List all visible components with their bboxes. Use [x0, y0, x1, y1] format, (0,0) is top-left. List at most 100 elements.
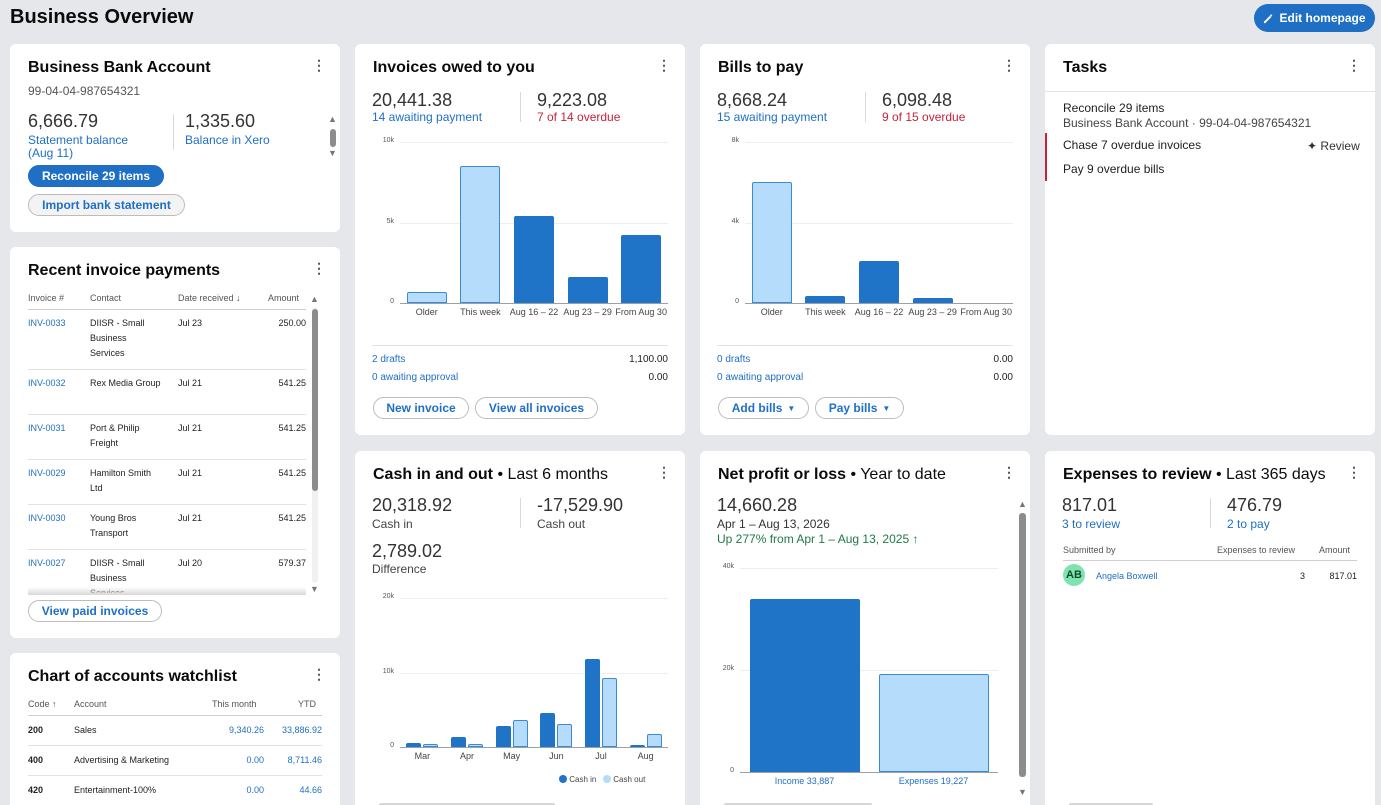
col-account[interactable]: Account [74, 699, 107, 709]
table-row[interactable]: INV-0029 Hamilton Smith Ltd Jul 21 541.25 [28, 460, 306, 505]
edit-homepage-button[interactable]: Edit homepage [1254, 4, 1375, 32]
table-row[interactable]: 400 Advertising & Marketing 0.00 8,711.46 [28, 746, 322, 776]
invoice-number-link[interactable]: INV-0030 [28, 513, 66, 523]
col-amount[interactable]: Amount [268, 293, 300, 303]
bar-cash-in[interactable] [629, 745, 645, 747]
table-row[interactable]: INV-0032 Rex Media Group Jul 21 541.25 [28, 370, 306, 415]
xero-balance-link[interactable]: Balance in Xero [185, 133, 270, 147]
task-pay-bills[interactable]: Pay 9 overdue bills [1063, 162, 1165, 176]
more-options-icon[interactable]: ⋮ [1002, 57, 1016, 73]
more-options-icon[interactable]: ⋮ [312, 57, 326, 73]
table-row[interactable]: 420 Entertainment-100% 0.00 44.66 [28, 776, 322, 805]
bar-cash-in[interactable] [406, 742, 422, 747]
profit-scrollbar[interactable] [1019, 513, 1026, 777]
bar[interactable] [514, 216, 554, 303]
bills-awaiting-link[interactable]: 15 awaiting payment [717, 110, 828, 124]
view-all-invoices-button[interactable]: View all invoices [475, 397, 598, 419]
table-row[interactable]: INV-0033 DIISR - Small Business Services J… [28, 310, 306, 370]
import-statement-button[interactable]: Import bank statement [28, 194, 185, 216]
more-options-icon[interactable]: ⋮ [1347, 57, 1361, 73]
ytd-link[interactable]: 33,886.92 [281, 725, 322, 735]
x-axis-link[interactable]: Expenses 19,227 [898, 776, 969, 786]
this-month-link[interactable]: 9,340.26 [228, 725, 264, 735]
x-axis-link[interactable]: Income 33,887 [774, 776, 835, 786]
bar[interactable] [878, 673, 989, 772]
expenses-review-link[interactable]: 3 to review [1062, 517, 1121, 531]
col-this-month[interactable]: This month [212, 699, 257, 709]
col-code[interactable]: Code ↑ [28, 699, 57, 709]
task-reconcile[interactable]: Reconcile 29 items [1063, 101, 1165, 115]
bar-cash-in[interactable] [451, 737, 466, 747]
col-date-received[interactable]: Date received ↓ [178, 293, 241, 303]
bar[interactable] [621, 235, 662, 303]
more-options-icon[interactable]: ⋮ [657, 464, 671, 480]
invoice-number-link[interactable]: INV-0032 [28, 378, 66, 388]
statement-balance-link[interactable]: Statement balance [28, 133, 129, 147]
more-options-icon[interactable]: ⋮ [1347, 464, 1361, 480]
scroll-up-icon[interactable]: ▲ [1018, 499, 1027, 509]
more-options-icon[interactable]: ⋮ [1002, 464, 1016, 480]
cash-title[interactable]: Cash in and out • Last 6 months [373, 466, 608, 483]
invoice-number-link[interactable]: INV-0027 [28, 558, 66, 568]
invoices-drafts-link[interactable]: 2 drafts [372, 354, 406, 365]
invoices-awaiting-link[interactable]: 14 awaiting payment [372, 110, 483, 124]
scroll-down-icon[interactable]: ▼ [310, 584, 319, 594]
bar-cash-out[interactable] [557, 723, 573, 747]
invoices-approval-link[interactable]: 0 awaiting approval [372, 372, 459, 383]
bar[interactable] [805, 295, 846, 303]
bills-overdue-link[interactable]: 9 of 15 overdue [882, 110, 966, 124]
col-ytd[interactable]: YTD [298, 699, 316, 709]
col-invoice-number[interactable]: Invoice # [28, 293, 65, 303]
profit-title[interactable]: Net profit or loss • Year to date [718, 466, 946, 483]
task-chase-invoices[interactable]: Chase 7 overdue invoices [1063, 138, 1202, 152]
invoices-title[interactable]: Invoices owed to you [373, 59, 535, 76]
bar-cash-in[interactable] [495, 726, 511, 747]
col-expenses-to-review[interactable]: Expenses to review [1217, 545, 1296, 555]
this-month-link[interactable]: 0.00 [246, 785, 264, 795]
invoice-number-link[interactable]: INV-0029 [28, 468, 66, 478]
invoice-number-link[interactable]: INV-0031 [28, 423, 66, 433]
bills-drafts-link[interactable]: 0 drafts [717, 354, 751, 365]
bar-cash-in[interactable] [540, 713, 556, 747]
bar[interactable] [912, 297, 953, 303]
submitter-link[interactable]: Angela Boxwell [1096, 571, 1158, 581]
bar-cash-out[interactable] [602, 677, 617, 747]
table-row[interactable]: INV-0030 Young Bros Transport Jul 21 541.25 [28, 505, 306, 550]
bar[interactable] [406, 291, 447, 303]
ytd-link[interactable]: 44.66 [299, 785, 322, 795]
ytd-link[interactable]: 8,711.46 [287, 755, 322, 765]
scroll-down-icon[interactable]: ▼ [1018, 787, 1027, 797]
payments-title[interactable]: Recent invoice payments [28, 262, 221, 279]
col-contact[interactable]: Contact [90, 293, 122, 303]
invoices-overdue-link[interactable]: 7 of 14 overdue [537, 110, 621, 124]
bills-title[interactable]: Bills to pay [718, 59, 804, 76]
scroll-up-icon[interactable]: ▲ [328, 114, 337, 124]
table-row[interactable]: INV-0031 Port & Philip Freight Jul 21 541.2… [28, 415, 306, 460]
scroll-up-icon[interactable]: ▲ [310, 294, 319, 304]
bank-title[interactable]: Business Bank Account [28, 59, 211, 76]
bar-cash-out[interactable] [468, 744, 483, 747]
col-expense-amount[interactable]: Amount [1319, 545, 1351, 555]
bar[interactable] [749, 599, 860, 772]
watchlist-title[interactable]: Chart of accounts watchlist [28, 668, 237, 685]
view-paid-invoices-button[interactable]: View paid invoices [28, 600, 162, 622]
add-bills-button[interactable]: Add bills ▼ [718, 397, 809, 419]
bar[interactable] [460, 166, 501, 303]
table-row[interactable]: 200 Sales 9,340.26 33,886.92 [28, 716, 322, 746]
new-invoice-button[interactable]: New invoice [373, 397, 469, 419]
bank-scrollbar[interactable] [330, 129, 336, 147]
more-options-icon[interactable]: ⋮ [312, 260, 326, 276]
pay-bills-button[interactable]: Pay bills ▼ [815, 397, 904, 419]
bar-cash-out[interactable] [512, 720, 528, 747]
this-month-link[interactable]: 0.00 [246, 755, 264, 765]
reconcile-button[interactable]: Reconcile 29 items [28, 165, 164, 187]
col-submitted-by[interactable]: Submitted by [1063, 545, 1116, 555]
bills-approval-link[interactable]: 0 awaiting approval [717, 372, 804, 383]
bar-cash-in[interactable] [585, 659, 600, 747]
bar-cash-out[interactable] [646, 733, 662, 747]
bar-cash-out[interactable] [423, 744, 439, 747]
bar[interactable] [859, 260, 899, 303]
review-button[interactable]: ✦ Review [1307, 139, 1360, 153]
bar[interactable] [567, 277, 608, 303]
expenses-title[interactable]: Expenses to review • Last 365 days [1063, 466, 1326, 483]
